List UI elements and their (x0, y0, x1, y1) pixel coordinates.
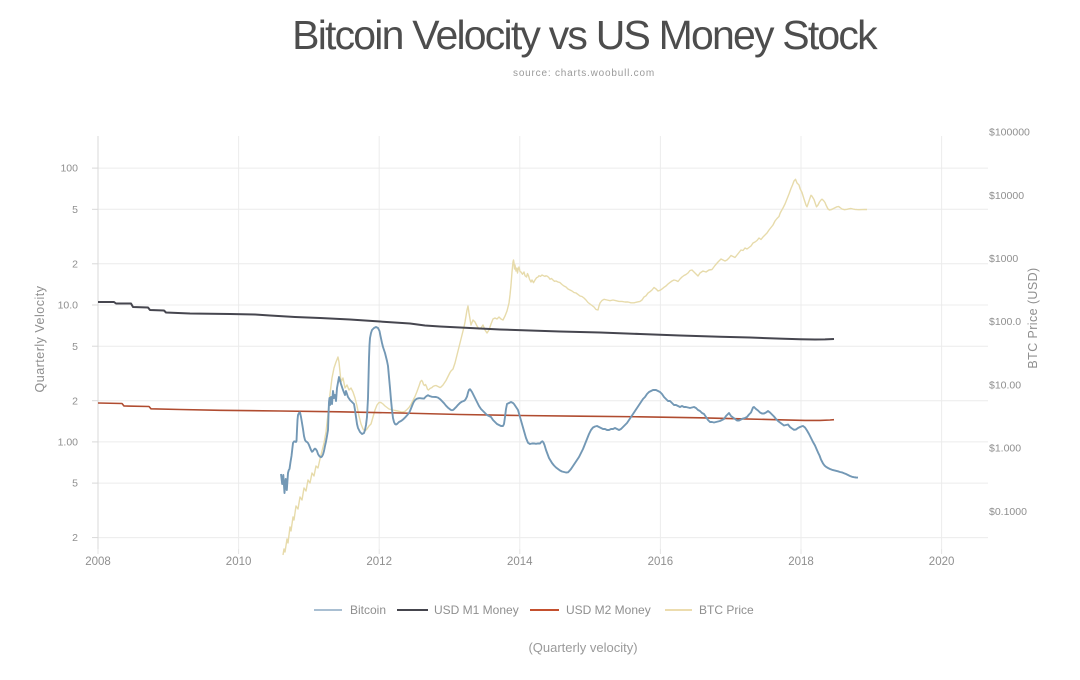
svg-text:100: 100 (60, 163, 78, 175)
svg-text:2016: 2016 (648, 556, 674, 568)
svg-text:$1.000: $1.000 (989, 443, 1021, 455)
svg-text:2018: 2018 (788, 556, 814, 568)
svg-text:BTC Price (USD): BTC Price (USD) (1026, 267, 1040, 368)
svg-text:$100000: $100000 (989, 127, 1030, 139)
svg-text:Quarterly Velocity: Quarterly Velocity (33, 285, 47, 392)
svg-text:1.00: 1.00 (58, 437, 79, 449)
svg-text:10.0: 10.0 (58, 300, 79, 312)
svg-text:5: 5 (72, 204, 78, 216)
svg-text:2010: 2010 (226, 556, 252, 568)
svg-text:Bitcoin Velocity vs US Money S: Bitcoin Velocity vs US Money Stock (292, 12, 878, 58)
svg-text:5: 5 (72, 341, 78, 353)
svg-text:(Quarterly velocity): (Quarterly velocity) (528, 640, 637, 655)
svg-text:Bitcoin: Bitcoin (350, 603, 386, 617)
svg-text:$1000: $1000 (989, 253, 1018, 265)
svg-text:USD M1 Money: USD M1 Money (434, 603, 519, 617)
svg-text:USD M2 Money: USD M2 Money (566, 603, 651, 617)
svg-text:2: 2 (72, 532, 78, 544)
svg-text:5: 5 (72, 478, 78, 490)
svg-text:2020: 2020 (929, 556, 955, 568)
svg-text:2: 2 (72, 395, 78, 407)
svg-text:source: charts.woobull.com: source: charts.woobull.com (513, 68, 655, 79)
svg-text:2008: 2008 (85, 556, 111, 568)
svg-text:2012: 2012 (366, 556, 392, 568)
svg-text:2: 2 (72, 258, 78, 270)
svg-text:$0.1000: $0.1000 (989, 506, 1027, 518)
svg-text:$100.0: $100.0 (989, 316, 1021, 328)
svg-text:BTC Price: BTC Price (699, 603, 754, 617)
svg-text:2014: 2014 (507, 556, 533, 568)
svg-text:$10.00: $10.00 (989, 379, 1021, 391)
svg-text:$10000: $10000 (989, 190, 1024, 202)
